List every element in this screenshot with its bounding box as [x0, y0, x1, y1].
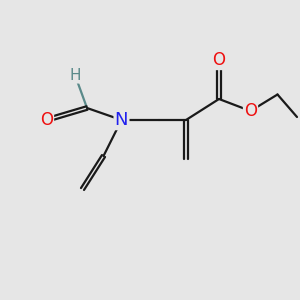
- Text: N: N: [115, 111, 128, 129]
- Text: H: H: [69, 68, 81, 82]
- Text: O: O: [212, 51, 226, 69]
- Text: O: O: [40, 111, 53, 129]
- Text: O: O: [244, 102, 257, 120]
